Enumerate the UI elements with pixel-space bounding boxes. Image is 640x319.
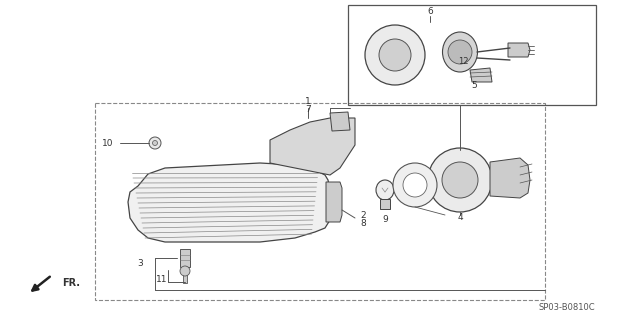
- Bar: [183, 271, 187, 283]
- Text: 9: 9: [382, 216, 388, 225]
- Text: SP03-B0810C: SP03-B0810C: [538, 303, 595, 313]
- Text: 3: 3: [137, 258, 143, 268]
- Circle shape: [180, 266, 190, 276]
- Circle shape: [428, 148, 492, 212]
- Text: 4: 4: [457, 213, 463, 222]
- Bar: [95, 103, 545, 300]
- Text: FR.: FR.: [62, 278, 80, 288]
- Text: 11: 11: [156, 276, 168, 285]
- Text: 5: 5: [471, 80, 477, 90]
- Circle shape: [448, 40, 472, 64]
- Bar: [180, 249, 190, 267]
- Circle shape: [152, 140, 157, 145]
- Text: 8: 8: [360, 219, 365, 227]
- Text: 1: 1: [305, 98, 311, 107]
- Text: 10: 10: [102, 138, 114, 147]
- Text: 7: 7: [305, 105, 311, 114]
- Ellipse shape: [376, 180, 394, 200]
- Polygon shape: [470, 68, 492, 82]
- Circle shape: [393, 163, 437, 207]
- Polygon shape: [490, 158, 530, 198]
- Text: 12: 12: [458, 57, 468, 66]
- Bar: [348, 5, 596, 105]
- Polygon shape: [508, 43, 530, 57]
- Circle shape: [149, 137, 161, 149]
- Ellipse shape: [442, 32, 477, 72]
- Text: 6: 6: [427, 8, 433, 17]
- Circle shape: [365, 25, 425, 85]
- Text: 2: 2: [360, 211, 365, 219]
- Polygon shape: [128, 163, 330, 242]
- Polygon shape: [330, 112, 350, 131]
- Circle shape: [379, 39, 411, 71]
- Bar: [380, 199, 390, 209]
- Polygon shape: [270, 118, 355, 175]
- Circle shape: [403, 173, 427, 197]
- Polygon shape: [326, 182, 342, 222]
- Circle shape: [442, 162, 478, 198]
